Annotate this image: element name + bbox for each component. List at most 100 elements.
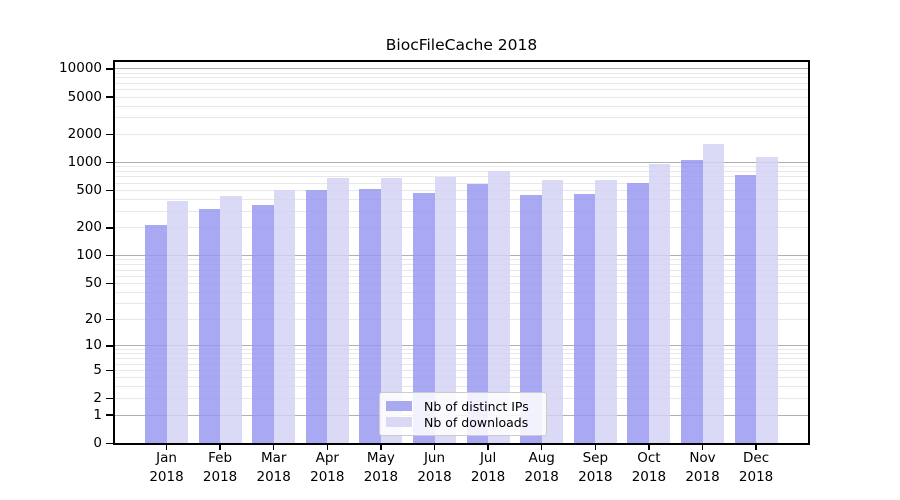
legend-item-downloads: Nb of downloads xyxy=(386,414,538,430)
major-gridline xyxy=(115,161,809,163)
minor-gridline xyxy=(115,259,809,261)
x-axis-tick-mark xyxy=(487,444,489,450)
y-axis-tick-mark xyxy=(106,226,114,229)
ips-bar-jan xyxy=(145,224,167,443)
minor-gridline xyxy=(115,275,809,277)
minor-gridline xyxy=(115,72,809,74)
minor-gridline xyxy=(115,190,809,192)
x-axis-tick-mark xyxy=(380,444,382,450)
y-axis-tick-label: 1000 xyxy=(67,153,102,170)
downloads-bar-jun xyxy=(434,176,456,443)
x-axis-tick-label: Oct 2018 xyxy=(631,450,667,485)
y-axis-tick-mark xyxy=(106,345,114,347)
y-axis-tick-label: 2000 xyxy=(67,125,102,142)
ips-bar-jun xyxy=(413,193,435,443)
y-axis-tick-mark xyxy=(106,414,114,416)
x-axis-tick-mark xyxy=(540,444,543,450)
minor-gridline xyxy=(115,82,809,84)
downloads-bar-jul xyxy=(488,171,510,443)
y-axis-tick-mark xyxy=(106,254,114,257)
x-axis-tick-label: Dec 2018 xyxy=(738,450,774,485)
x-axis-tick-mark xyxy=(165,444,168,450)
y-axis-tick-label: 20 xyxy=(84,311,102,328)
y-axis-tick-label: 10 xyxy=(84,337,102,354)
legend-label-downloads: Nb of downloads xyxy=(424,414,529,430)
minor-gridline xyxy=(115,199,809,201)
x-axis-tick-label: May 2018 xyxy=(363,450,399,485)
minor-gridline xyxy=(115,349,809,351)
minor-gridline xyxy=(115,282,809,284)
y-axis-tick-mark xyxy=(106,369,114,372)
y-axis-tick-mark xyxy=(106,96,114,98)
legend-label-distinct-ips: Nb of distinct IPs xyxy=(424,398,529,414)
x-axis-tick-label: Jul 2018 xyxy=(470,450,506,485)
plot-area: Nb of distinct IPs Nb of downloads xyxy=(115,61,809,443)
ips-bar-may xyxy=(359,189,381,443)
y-axis-tick-label: 50 xyxy=(84,274,102,291)
minor-gridline xyxy=(115,377,809,379)
downloads-bar-aug xyxy=(541,180,564,443)
minor-gridline xyxy=(115,171,809,173)
minor-gridline xyxy=(115,182,809,184)
x-axis-tick-label: Jun 2018 xyxy=(417,450,452,485)
minor-gridline xyxy=(115,264,809,266)
y-axis-tick-label: 1 xyxy=(93,406,102,423)
y-axis-tick-label: 0 xyxy=(93,434,102,451)
minor-gridline xyxy=(115,117,809,119)
y-axis-tick-label: 500 xyxy=(76,182,102,199)
x-axis-tick-label: Mar 2018 xyxy=(256,450,291,485)
minor-gridline xyxy=(115,369,809,371)
legend-swatch-downloads xyxy=(386,416,412,428)
minor-gridline xyxy=(115,105,809,107)
y-axis-tick-mark xyxy=(106,442,114,445)
ips-bar-jul xyxy=(466,183,489,443)
x-axis-tick-mark xyxy=(433,444,436,450)
x-axis-tick-label: Nov 2018 xyxy=(685,450,720,485)
ips-bar-apr xyxy=(305,190,328,443)
legend: Nb of distinct IPs Nb of downloads xyxy=(379,392,547,436)
downloads-bar-apr xyxy=(327,177,349,443)
ips-bar-sep xyxy=(573,194,596,443)
y-axis-tick-label: 5 xyxy=(93,361,102,378)
minor-gridline xyxy=(115,303,809,305)
minor-gridline xyxy=(115,269,809,271)
y-axis-tick-label: 2 xyxy=(93,390,102,407)
minor-gridline xyxy=(115,166,809,168)
y-axis-tick-mark xyxy=(106,282,114,285)
ips-bar-feb xyxy=(198,209,221,443)
downloads-bar-feb xyxy=(220,196,242,443)
major-gridline xyxy=(115,68,809,70)
minor-gridline xyxy=(115,363,809,365)
legend-swatch-distinct-ips xyxy=(386,400,412,412)
minor-gridline xyxy=(115,386,809,388)
y-axis-tick-mark xyxy=(106,318,114,321)
minor-gridline xyxy=(115,96,809,98)
ips-bar-aug xyxy=(520,194,542,443)
minor-gridline xyxy=(115,210,809,212)
downloads-bar-oct xyxy=(648,163,671,443)
x-axis-tick-label: Jan 2018 xyxy=(149,450,184,485)
downloads-bar-may xyxy=(380,177,403,443)
x-axis-tick-mark xyxy=(648,444,650,450)
minor-gridline xyxy=(115,358,809,360)
minor-gridline xyxy=(115,77,809,79)
x-axis-tick-label: Sep 2018 xyxy=(578,450,613,485)
x-axis-tick-mark xyxy=(701,444,704,450)
y-axis-tick-mark xyxy=(106,189,114,192)
downloads-bar-sep xyxy=(595,180,617,443)
x-axis-tick-mark xyxy=(326,444,329,450)
x-axis-tick-mark xyxy=(219,444,221,450)
x-axis-tick-mark xyxy=(755,444,757,450)
ips-bar-dec xyxy=(734,174,757,443)
minor-gridline xyxy=(115,319,809,321)
y-axis-tick-label: 100 xyxy=(76,247,102,264)
minor-gridline xyxy=(115,133,809,135)
x-axis-tick-label: Feb 2018 xyxy=(202,450,238,485)
y-axis-tick-label: 10000 xyxy=(59,60,102,77)
downloads-bar-jan xyxy=(166,201,188,443)
downloads-bar-dec xyxy=(756,157,778,443)
minor-gridline xyxy=(115,291,809,293)
y-axis-tick-label: 200 xyxy=(76,219,102,236)
y-axis-tick-mark xyxy=(106,133,114,136)
